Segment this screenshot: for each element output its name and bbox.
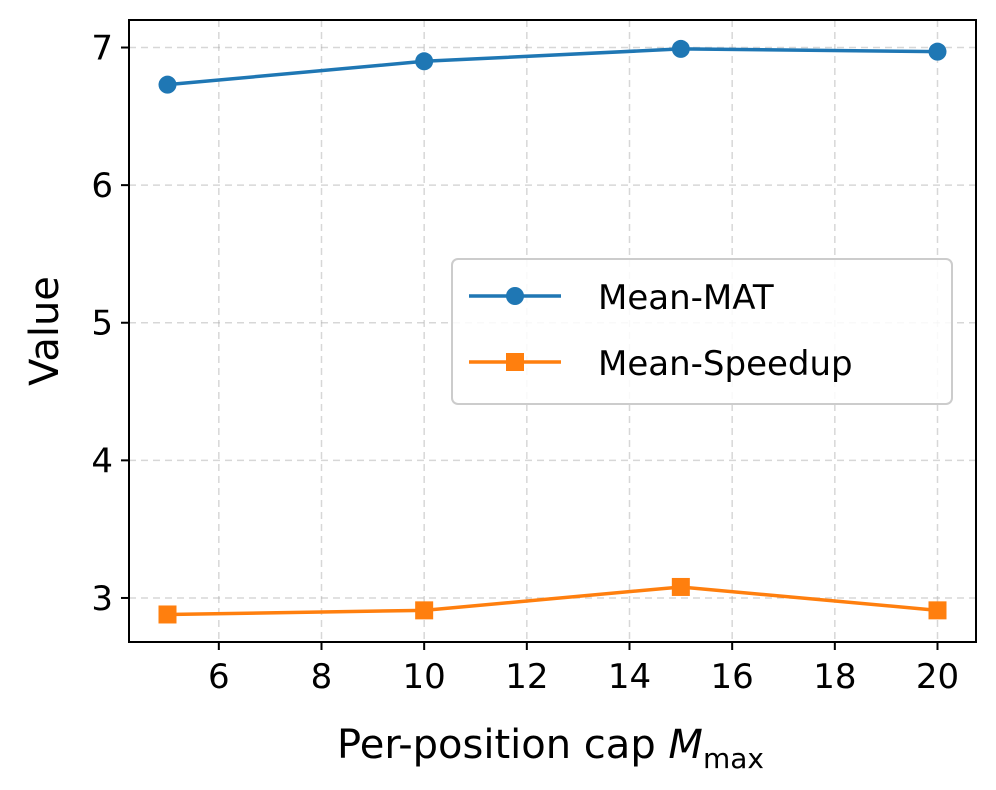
data-point-mean-speedup-15	[671, 577, 690, 596]
data-point-mean-mat-20	[928, 42, 947, 61]
x-tick-label-20: 20	[916, 657, 959, 697]
x-axis-title-sub: max	[703, 742, 764, 775]
data-point-mean-mat-15	[671, 39, 690, 58]
y-axis-title: Value	[22, 276, 68, 386]
x-tick-label-10: 10	[403, 657, 446, 697]
y-tick-label-6: 6	[91, 166, 113, 206]
data-point-mean-speedup-10	[415, 601, 434, 620]
legend-entry-mean-speedup: Mean-Speedup	[469, 344, 853, 384]
legend-label-mean-speedup: Mean-Speedup	[598, 344, 853, 384]
x-tick-label-18: 18	[813, 657, 856, 697]
data-point-mean-mat-5	[158, 75, 177, 94]
data-point-mean-mat-10	[415, 52, 434, 71]
y-tick-label-7: 7	[91, 29, 113, 69]
x-tick-label-16: 16	[711, 657, 754, 697]
series-line-mean-speedup	[167, 585, 938, 617]
legend-marker-mean-mat	[506, 287, 524, 305]
legend-box	[451, 258, 953, 405]
x-axis-title-var: M	[668, 722, 703, 768]
x-tick-label-14: 14	[608, 657, 651, 697]
x-tick-label-12: 12	[505, 657, 548, 697]
x-tick-label-8: 8	[311, 657, 333, 697]
data-point-mean-speedup-5	[158, 605, 177, 624]
legend-entry-mean-mat: Mean-MAT	[469, 278, 774, 318]
plot-frame	[128, 19, 977, 643]
data-point-mean-speedup-20	[928, 601, 947, 620]
axis-ticks: 6 8 10 12 14 16 18 20 3 4 5 6 7	[91, 29, 959, 697]
series-layer	[158, 39, 947, 624]
x-axis-title: Per-position cap Mmax	[337, 722, 764, 775]
y-tick-label-4: 4	[91, 441, 113, 481]
x-axis-title-main: Per-position cap	[337, 722, 668, 768]
grid-lines	[129, 20, 976, 642]
legend-label-mean-mat: Mean-MAT	[598, 278, 774, 318]
legend: Mean-MAT Mean-Speedup	[451, 258, 953, 405]
x-tick-label-6: 6	[208, 657, 230, 697]
y-tick-label-5: 5	[91, 304, 113, 344]
legend-marker-mean-speedup	[506, 353, 524, 371]
y-tick-label-3: 3	[91, 579, 113, 619]
series-line-mean-mat	[167, 47, 938, 87]
